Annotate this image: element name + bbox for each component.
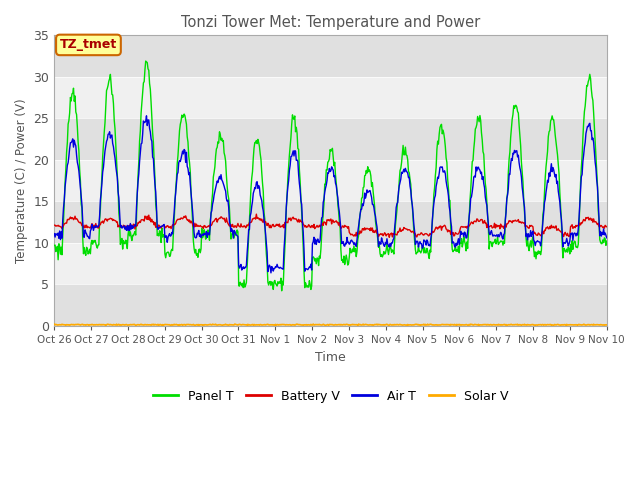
Bar — [54, 77, 607, 119]
Bar — [54, 160, 607, 202]
Bar — [54, 119, 607, 160]
Y-axis label: Temperature (C) / Power (V): Temperature (C) / Power (V) — [15, 98, 28, 263]
X-axis label: Time: Time — [315, 350, 346, 364]
Bar — [54, 243, 607, 285]
Bar — [54, 285, 607, 326]
Title: Tonzi Tower Met: Temperature and Power: Tonzi Tower Met: Temperature and Power — [181, 15, 480, 30]
Bar — [54, 36, 607, 77]
Bar — [54, 202, 607, 243]
Legend: Panel T, Battery V, Air T, Solar V: Panel T, Battery V, Air T, Solar V — [148, 384, 513, 408]
Text: TZ_tmet: TZ_tmet — [60, 38, 117, 51]
